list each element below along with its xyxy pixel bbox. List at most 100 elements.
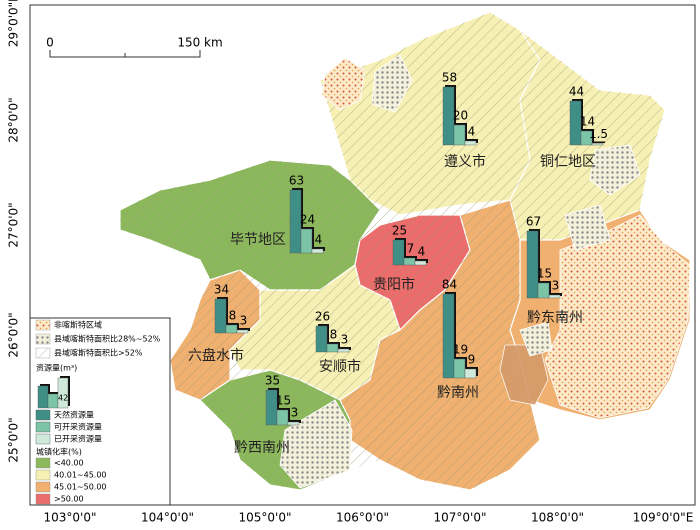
bar-value-label: 67 bbox=[526, 215, 541, 229]
bar-value-label: 15 bbox=[537, 267, 552, 281]
legend-swatch bbox=[35, 493, 51, 505]
legend-sample-bar bbox=[57, 377, 69, 409]
bar bbox=[442, 293, 455, 379]
bar-value-label: 19 bbox=[453, 343, 468, 357]
legend-swatch bbox=[35, 347, 51, 359]
bar bbox=[276, 409, 289, 426]
bar-value-label: 58 bbox=[442, 71, 457, 85]
longitude-label: 108°0'0" bbox=[531, 511, 584, 525]
scale-label: 0 bbox=[46, 36, 54, 50]
region-name: 黔西南州 bbox=[234, 440, 290, 456]
legend-label: 可开采资源量 bbox=[54, 422, 102, 432]
scale-label: 150 km bbox=[177, 36, 222, 50]
legend-label: 天然资源量 bbox=[54, 410, 94, 420]
legend-title: 城镇化率(%) bbox=[36, 447, 82, 457]
longitude-label: 105°0'0" bbox=[239, 511, 292, 525]
region-name: 铜仁地区 bbox=[540, 154, 596, 170]
legend-label: 非喀斯特区域 bbox=[54, 320, 102, 330]
bar-value-label: 7 bbox=[407, 242, 415, 256]
bar bbox=[580, 130, 593, 146]
bar-value-label: 4 bbox=[418, 245, 426, 259]
bar-value-label: 3 bbox=[341, 333, 349, 347]
bar bbox=[453, 124, 466, 146]
bar bbox=[236, 329, 249, 334]
legend-sample-bar bbox=[47, 393, 59, 409]
legend-swatch bbox=[35, 333, 51, 345]
legend-swatch bbox=[35, 457, 51, 469]
bar-shadow bbox=[239, 328, 250, 331]
region-name: 黔东南州 bbox=[527, 310, 583, 326]
legend-label: 县域喀斯特面积比>52% bbox=[54, 348, 143, 358]
bar bbox=[537, 282, 550, 299]
region-name: 安顺市 bbox=[319, 358, 361, 375]
legend-label: 已开采资源量 bbox=[54, 434, 102, 444]
legend-label: >50.00 bbox=[54, 495, 84, 504]
bar bbox=[569, 100, 582, 146]
bar bbox=[414, 260, 427, 266]
latitude-label: 25°0'0" bbox=[7, 417, 21, 462]
region-name: 毕节地区 bbox=[230, 232, 286, 248]
legend-swatch bbox=[35, 319, 51, 331]
latitude-label: 26°0'0" bbox=[7, 312, 21, 357]
bar bbox=[464, 140, 477, 146]
bar-value-label: 63 bbox=[289, 174, 304, 188]
bar-shadow bbox=[594, 141, 605, 143]
longitude-label: 107°0'0" bbox=[434, 511, 487, 525]
bar bbox=[326, 343, 339, 353]
region-name: 黔南州 bbox=[437, 385, 479, 401]
legend-box bbox=[29, 317, 171, 506]
legend-swatch bbox=[35, 421, 51, 433]
bar-shadow bbox=[551, 293, 562, 296]
bar-shadow bbox=[290, 420, 301, 423]
bar bbox=[300, 228, 313, 254]
legend-sample-label: 42 bbox=[58, 394, 68, 403]
bar bbox=[464, 368, 477, 379]
bar-value-label: 25 bbox=[392, 224, 407, 238]
bar bbox=[526, 230, 539, 299]
region-name: 贵阳市 bbox=[373, 276, 415, 293]
bar-value-label: 35 bbox=[265, 374, 280, 388]
bar bbox=[453, 358, 466, 379]
longitude-label: 109°0'0"E bbox=[633, 511, 694, 525]
bar bbox=[311, 248, 324, 254]
bar-value-label: 34 bbox=[214, 283, 229, 297]
bar-value-label: 44 bbox=[569, 85, 584, 99]
legend-swatch bbox=[35, 409, 51, 421]
legend-swatch bbox=[35, 433, 51, 445]
bar bbox=[289, 189, 302, 254]
bar-value-label: 1.5 bbox=[589, 127, 608, 141]
legend-title: 资源量(m³) bbox=[36, 363, 77, 373]
bar-value-label: 8 bbox=[229, 309, 237, 323]
bar-value-label: 15 bbox=[276, 394, 291, 408]
karst-hatch bbox=[120, 12, 665, 490]
bar bbox=[337, 348, 350, 353]
latitude-label: 29°0'0"N bbox=[7, 0, 21, 47]
bar-value-label: 24 bbox=[300, 213, 315, 227]
bar bbox=[265, 389, 278, 426]
region-name: 遵义市 bbox=[444, 153, 486, 170]
bar-value-label: 20 bbox=[453, 109, 468, 123]
bar-value-label: 3 bbox=[291, 406, 299, 420]
bar-value-label: 4 bbox=[315, 233, 323, 247]
bar-value-label: 8 bbox=[330, 328, 338, 342]
legend-label: 45.01~50.00 bbox=[54, 483, 107, 492]
legend-swatch bbox=[35, 481, 51, 493]
latitude-label: 28°0'0" bbox=[7, 97, 21, 142]
latitude-label: 27°0'0" bbox=[7, 202, 21, 247]
bar-value-label: 9 bbox=[468, 353, 476, 367]
bar-value-label: 3 bbox=[240, 314, 248, 328]
bar-value-label: 26 bbox=[315, 310, 330, 324]
longitude-label: 106°0'0" bbox=[336, 511, 389, 525]
bar bbox=[548, 294, 561, 299]
legend-sample-bar bbox=[37, 385, 49, 409]
bar bbox=[315, 325, 328, 353]
bar bbox=[214, 298, 227, 334]
bar-value-label: 84 bbox=[442, 278, 457, 292]
bar-value-label: 14 bbox=[580, 115, 595, 129]
bar bbox=[225, 324, 238, 334]
bar bbox=[591, 143, 604, 146]
bar bbox=[403, 257, 416, 266]
legend-label: <40.00 bbox=[54, 459, 84, 468]
